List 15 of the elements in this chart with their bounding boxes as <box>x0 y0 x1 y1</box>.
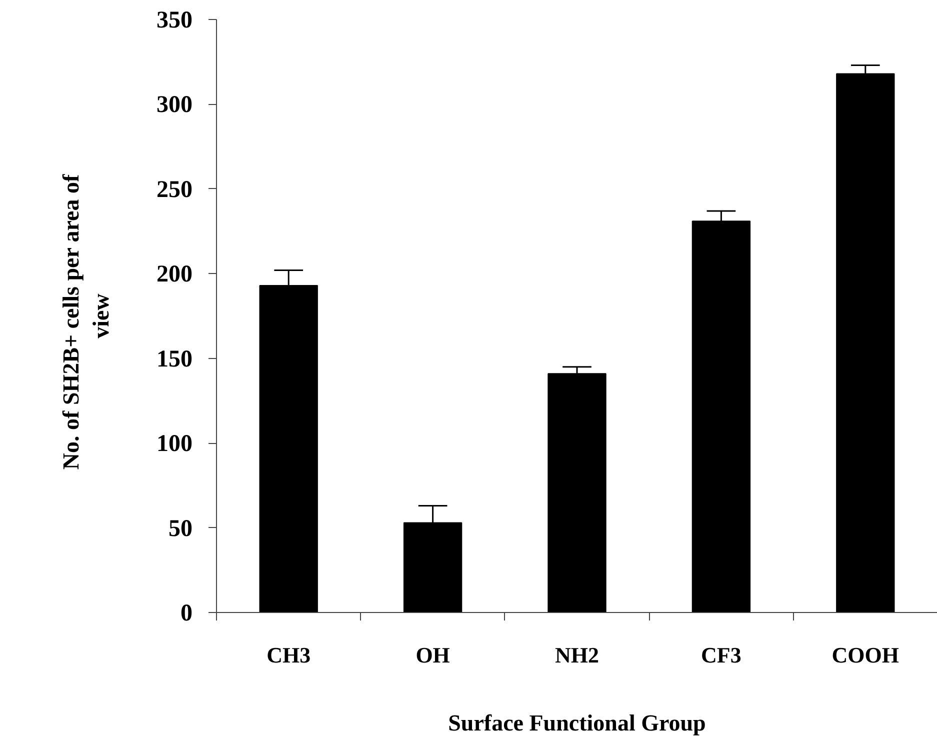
x-axis-title: Surface Functional Group <box>448 710 706 736</box>
y-tick-label: 350 <box>156 8 192 34</box>
x-tick-label: OH <box>416 642 450 668</box>
y-tick-label: 0 <box>180 600 192 626</box>
x-tick-label: COOH <box>832 642 900 668</box>
x-tick-label: NH2 <box>555 642 599 668</box>
y-tick-label: 300 <box>156 92 192 118</box>
y-axis-title: No. of SH2B+ cells per area of view <box>58 174 114 470</box>
y-tick-label: 50 <box>168 516 192 542</box>
y-tick-label: 100 <box>156 431 192 458</box>
y-tick-label: 250 <box>156 176 192 203</box>
y-tick-label: 150 <box>156 346 192 372</box>
x-tick-label: CF3 <box>701 642 742 668</box>
x-tick-label: CH3 <box>266 642 311 668</box>
y-tick-label: 200 <box>156 262 192 288</box>
